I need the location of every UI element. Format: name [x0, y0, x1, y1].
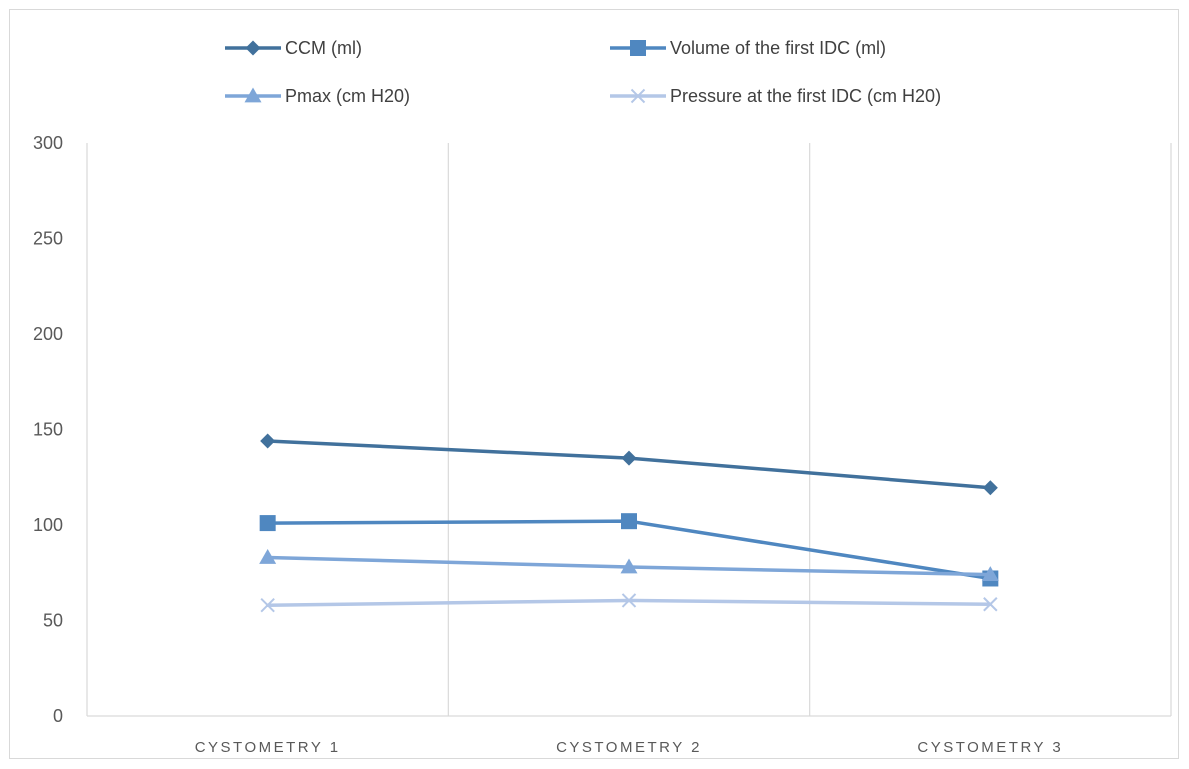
- x-tick-label: CYSTOMETRY 3: [917, 739, 1063, 756]
- legend-label: Volume of the first IDC (ml): [670, 38, 886, 58]
- y-tick-label: 0: [53, 706, 63, 726]
- data-point-1-1: [621, 513, 637, 530]
- legend-marker-icon: [630, 88, 646, 104]
- x-axis-ticks: CYSTOMETRY 1 CYSTOMETRY 2 CYSTOMETRY 3: [195, 739, 1063, 756]
- data-point-3-0: [260, 598, 275, 613]
- legend-item-2: Pmax (cm H20): [225, 86, 410, 106]
- x-tick-label: CYSTOMETRY 2: [556, 739, 702, 756]
- data-point-2-2: [981, 566, 999, 582]
- legend-marker-icon: [630, 40, 646, 56]
- legend-item-0: CCM (ml): [225, 38, 362, 58]
- legend-marker-icon: [244, 87, 262, 103]
- data-point-0-0: [260, 433, 276, 449]
- data-point-0-1: [621, 450, 637, 466]
- data-point-3-1: [621, 593, 637, 608]
- data-point-2-0: [259, 548, 277, 564]
- y-tick-label: 150: [33, 420, 63, 440]
- y-axis-ticks: 0 50 100 150 200 250 300: [33, 133, 63, 726]
- data-point-3-2: [983, 597, 998, 612]
- legend-label: Pmax (cm H20): [285, 86, 410, 106]
- legend-label: CCM (ml): [285, 38, 362, 58]
- series-3: [260, 593, 998, 613]
- x-tick-label: CYSTOMETRY 1: [195, 739, 341, 756]
- y-tick-label: 300: [33, 133, 63, 153]
- series-layer: [259, 433, 999, 613]
- legend-item-3: Pressure at the first IDC (cm H20): [610, 86, 941, 106]
- series-1: [259, 513, 999, 587]
- legend: CCM (ml) Volume of the first IDC (ml) Pmax…: [225, 38, 941, 106]
- data-point-2-1: [620, 558, 638, 574]
- y-tick-label: 200: [33, 324, 63, 344]
- chart-frame: [9, 9, 1179, 759]
- series-2: [259, 548, 999, 582]
- y-tick-label: 250: [33, 229, 63, 249]
- gridlines: [86, 143, 1172, 717]
- data-point-1-0: [259, 515, 276, 532]
- series-0: [260, 433, 998, 496]
- y-tick-label: 100: [33, 515, 63, 535]
- legend-item-1: Volume of the first IDC (ml): [610, 38, 886, 58]
- legend-label: Pressure at the first IDC (cm H20): [670, 86, 941, 106]
- data-point-0-2: [982, 480, 998, 496]
- y-tick-label: 50: [43, 611, 63, 631]
- legend-marker-icon: [245, 40, 261, 56]
